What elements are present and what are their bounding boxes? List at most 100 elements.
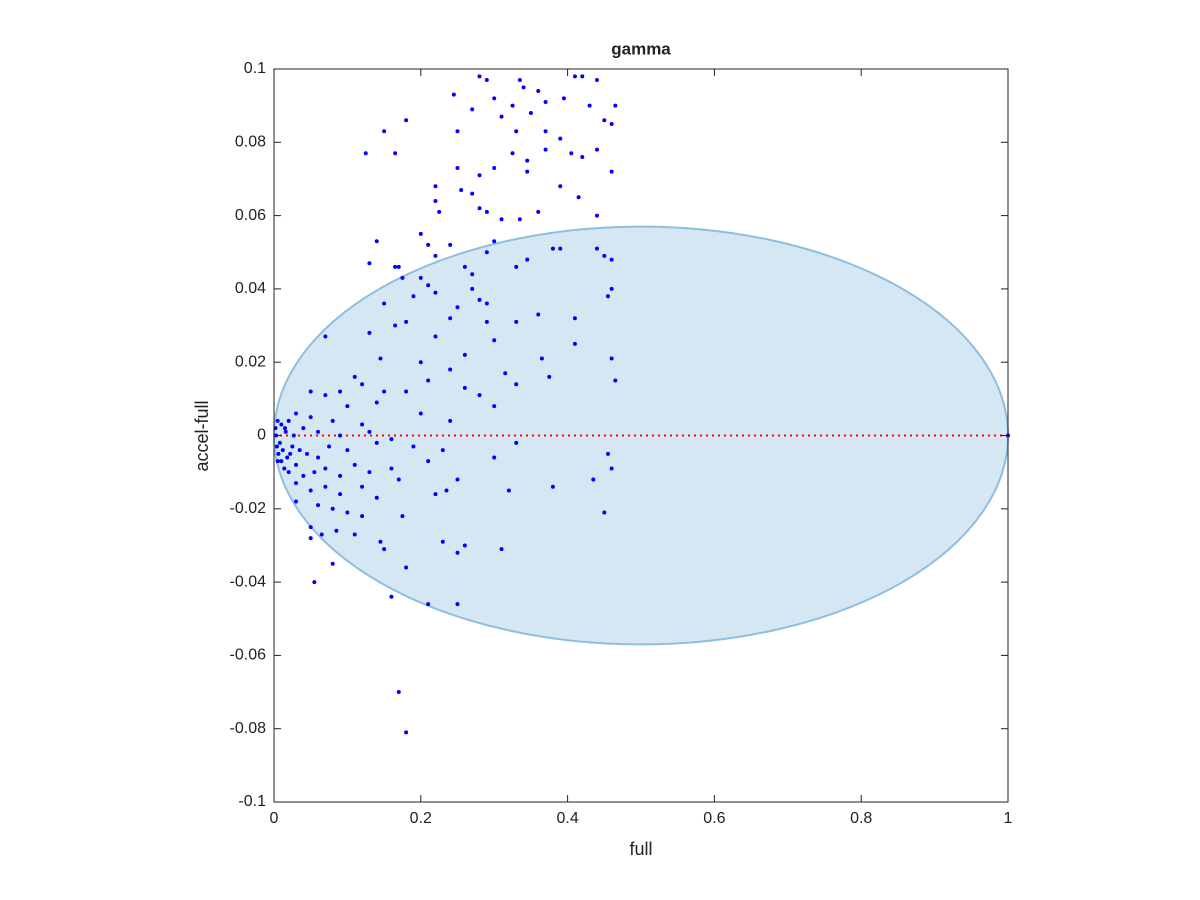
point	[514, 382, 519, 387]
point	[275, 459, 280, 464]
point	[558, 184, 563, 189]
point	[338, 473, 343, 478]
point	[316, 429, 321, 434]
point	[499, 547, 504, 552]
point	[525, 158, 530, 163]
point	[301, 426, 306, 431]
point	[514, 264, 519, 269]
point	[477, 74, 482, 79]
point	[437, 209, 442, 214]
point	[301, 473, 306, 478]
x-tick-label: 0.8	[850, 810, 872, 827]
point	[561, 96, 566, 101]
point	[455, 129, 460, 134]
point	[393, 323, 398, 328]
point	[591, 477, 596, 482]
point	[558, 136, 563, 141]
point	[291, 433, 296, 438]
point	[433, 334, 438, 339]
point	[327, 444, 332, 449]
point	[400, 275, 405, 280]
x-tick-label: 0	[270, 810, 279, 827]
point	[312, 470, 317, 475]
point	[609, 121, 614, 126]
point	[404, 730, 409, 735]
point	[323, 466, 328, 471]
point	[275, 418, 280, 423]
point	[338, 389, 343, 394]
point	[594, 246, 599, 251]
point	[308, 525, 313, 530]
point	[550, 246, 555, 251]
x-axis-label: full	[629, 839, 652, 859]
point	[517, 77, 522, 82]
point	[492, 455, 497, 460]
point	[484, 301, 489, 306]
point	[440, 448, 445, 453]
point	[470, 191, 475, 196]
point	[290, 444, 295, 449]
point	[477, 297, 482, 302]
point	[492, 239, 497, 244]
point	[283, 426, 288, 431]
point	[352, 374, 357, 379]
point	[382, 547, 387, 552]
point	[503, 371, 508, 376]
point	[330, 418, 335, 423]
point	[282, 466, 287, 471]
chart-title: gamma	[611, 39, 671, 58]
point	[455, 602, 460, 607]
point	[455, 305, 460, 310]
point	[462, 352, 467, 357]
point	[433, 290, 438, 295]
point	[492, 404, 497, 409]
point	[396, 477, 401, 482]
y-tick-label: -0.1	[238, 793, 266, 810]
point	[288, 451, 293, 456]
point	[382, 129, 387, 134]
point	[418, 411, 423, 416]
point	[276, 451, 281, 456]
point	[433, 253, 438, 258]
point	[580, 154, 585, 159]
point	[360, 382, 365, 387]
point	[286, 418, 291, 423]
point	[294, 499, 299, 504]
point	[470, 107, 475, 112]
point	[374, 239, 379, 244]
point	[319, 532, 324, 537]
point	[308, 389, 313, 394]
point	[569, 151, 574, 156]
point	[587, 103, 592, 108]
point	[374, 400, 379, 405]
point	[360, 514, 365, 519]
y-tick-label: -0.06	[230, 647, 267, 664]
point	[609, 257, 614, 262]
point	[462, 264, 467, 269]
point	[426, 283, 431, 288]
point	[367, 470, 372, 475]
point	[396, 264, 401, 269]
point	[418, 360, 423, 365]
point	[536, 312, 541, 317]
y-tick-label: 0.02	[235, 353, 266, 370]
point	[536, 209, 541, 214]
point	[396, 690, 401, 695]
point	[294, 481, 299, 486]
point	[382, 389, 387, 394]
point	[521, 85, 526, 90]
point	[312, 580, 317, 585]
point	[543, 99, 548, 104]
point	[477, 393, 482, 398]
point	[323, 393, 328, 398]
point	[514, 319, 519, 324]
point	[316, 455, 321, 460]
point	[448, 242, 453, 247]
point	[294, 462, 299, 467]
point	[572, 316, 577, 321]
point	[274, 444, 279, 449]
point	[338, 433, 343, 438]
point	[477, 206, 482, 211]
x-tick-label: 0.4	[556, 810, 578, 827]
